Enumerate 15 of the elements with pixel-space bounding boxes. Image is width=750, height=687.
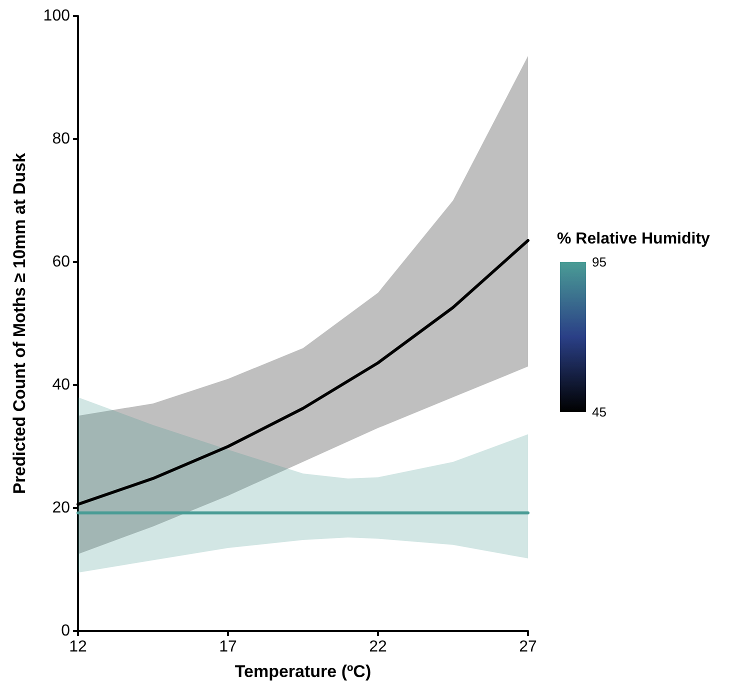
y-tick-label: 60 xyxy=(52,254,70,270)
color-bar-label: 95 xyxy=(592,254,606,270)
y-axis-title: Predicted Count of Moths ≥ 10mm at Dusk xyxy=(10,152,29,494)
x-tick-label: 17 xyxy=(219,638,237,656)
color-bar-label: 45 xyxy=(592,404,606,420)
x-tick-label: 22 xyxy=(369,638,387,656)
y-tick-label: 80 xyxy=(52,130,70,148)
color-bar-title: % Relative Humidity xyxy=(557,230,710,248)
y-tick-label: 100 xyxy=(43,8,70,24)
x-axis-title: Temperature (ºC) xyxy=(234,662,372,681)
x-tick-label: 27 xyxy=(519,638,537,656)
y-tick-label: 0 xyxy=(61,622,70,640)
x-tick-label: 12 xyxy=(69,638,87,656)
y-tick-label: 20 xyxy=(52,500,70,516)
y-tick-label: 40 xyxy=(52,376,70,394)
